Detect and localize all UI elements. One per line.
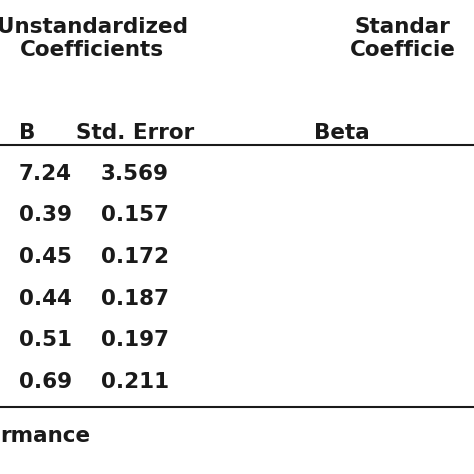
Text: B: B — [19, 123, 36, 143]
Text: Std. Error: Std. Error — [76, 123, 194, 143]
Text: 0.157: 0.157 — [101, 205, 169, 225]
Text: 0.45: 0.45 — [19, 247, 72, 267]
Text: 0.51: 0.51 — [19, 330, 72, 350]
Text: 7.24: 7.24 — [19, 164, 72, 183]
Text: 0.44: 0.44 — [19, 289, 72, 309]
Text: 0.187: 0.187 — [101, 289, 169, 309]
Text: Unstandardized
Coefficients: Unstandardized Coefficients — [0, 17, 188, 60]
Text: 0.211: 0.211 — [101, 372, 169, 392]
Text: 0.69: 0.69 — [19, 372, 72, 392]
Text: 0.197: 0.197 — [101, 330, 169, 350]
Text: Beta: Beta — [314, 123, 370, 143]
Text: 3.569: 3.569 — [101, 164, 169, 183]
Text: 0.172: 0.172 — [101, 247, 169, 267]
Text: 0.39: 0.39 — [19, 205, 72, 225]
Text: rmance: rmance — [0, 426, 90, 446]
Text: Standar
Coefficie: Standar Coefficie — [350, 17, 456, 60]
